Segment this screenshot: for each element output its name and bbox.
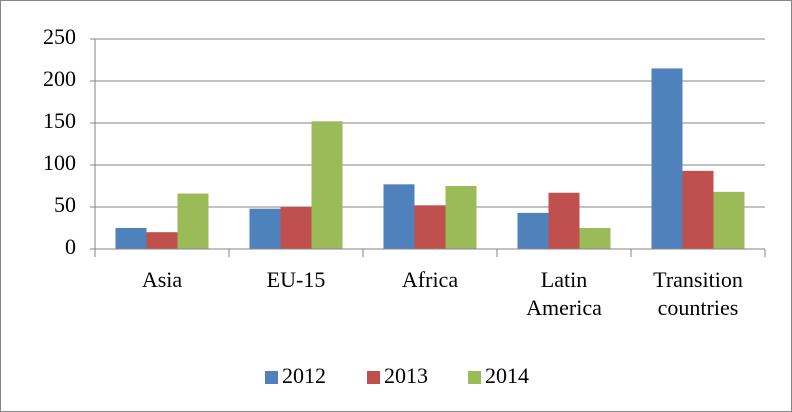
y-tick-label: 200: [43, 66, 76, 91]
legend-label: 2014: [485, 363, 529, 388]
bar: [280, 207, 312, 249]
bar: [146, 232, 178, 249]
bar: [548, 192, 580, 249]
y-tick-label: 100: [43, 150, 76, 175]
legend-swatch: [367, 371, 380, 384]
bar: [311, 121, 343, 249]
bar: [414, 205, 446, 249]
x-tick-label: Transition countries: [653, 267, 743, 320]
legend-label: 2013: [384, 363, 428, 388]
y-tick-label: 250: [43, 24, 76, 49]
legend-label: 2012: [282, 363, 326, 388]
bar: [651, 68, 683, 250]
bar: [713, 191, 745, 249]
y-tick-label: 0: [65, 234, 76, 259]
x-tick-label: EU-15: [266, 267, 326, 292]
bar: [579, 228, 611, 249]
y-tick-label: 150: [43, 108, 76, 133]
bar: [517, 212, 549, 249]
bar: [682, 170, 714, 249]
bar: [383, 184, 415, 249]
y-tick-label: 50: [54, 192, 76, 217]
bar: [115, 228, 147, 249]
x-tick-label: Latin America: [526, 267, 602, 320]
x-tick-label: Africa: [401, 267, 459, 292]
bar: [177, 193, 209, 249]
bar: [249, 208, 281, 249]
x-tick-label: Asia: [141, 267, 183, 292]
legend-swatch: [468, 371, 481, 384]
legend-swatch: [265, 371, 278, 384]
bar: [445, 186, 477, 249]
